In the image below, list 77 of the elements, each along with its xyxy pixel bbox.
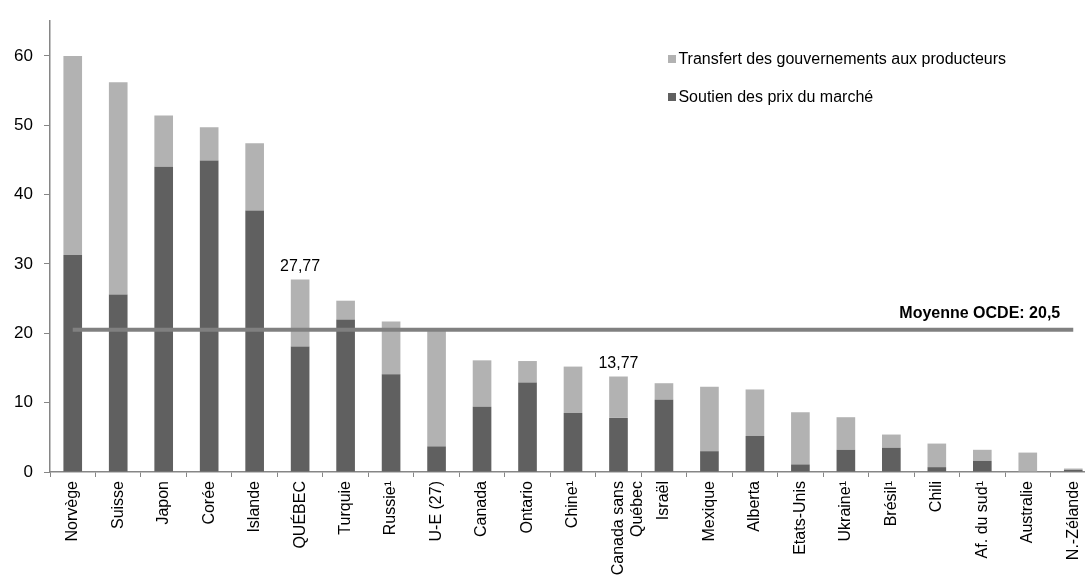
bar bbox=[654, 399, 674, 472]
bar bbox=[654, 383, 674, 400]
bar bbox=[609, 417, 628, 472]
y-tick-label: 40 bbox=[14, 184, 33, 204]
bar bbox=[927, 443, 947, 468]
x-tick-label: Turquie bbox=[336, 480, 354, 535]
x-tick-label: Mexique bbox=[699, 480, 717, 542]
bar bbox=[518, 382, 537, 472]
bar bbox=[518, 361, 537, 383]
bar bbox=[882, 447, 901, 472]
bar bbox=[700, 451, 719, 472]
bar bbox=[336, 319, 355, 472]
x-tick-label: Brésil¹ bbox=[881, 481, 899, 527]
x-tick-label: Russie¹ bbox=[381, 481, 399, 536]
x-tick-label: U-E (27) bbox=[426, 481, 444, 542]
bar bbox=[108, 82, 128, 295]
bar bbox=[882, 434, 901, 448]
y-tick-label: 60 bbox=[14, 45, 33, 65]
x-tick-label: Af. du sud¹ bbox=[972, 481, 990, 559]
x-tick-label: Ontario bbox=[517, 480, 535, 534]
ref-line-label: Moyenne OCDE: 20,5 bbox=[899, 303, 1061, 321]
x-tick-label: Canada bbox=[472, 480, 490, 538]
bar bbox=[199, 160, 219, 472]
bar bbox=[1018, 452, 1038, 472]
bar bbox=[290, 346, 310, 472]
total-label: 27,77 bbox=[280, 256, 321, 274]
bar bbox=[745, 435, 765, 472]
bar bbox=[427, 446, 446, 472]
legend-label: Soutien des prix du marché bbox=[678, 88, 874, 105]
bar bbox=[199, 127, 219, 161]
bar bbox=[290, 279, 310, 347]
x-tick-label: Norvège bbox=[63, 480, 81, 542]
bar bbox=[381, 374, 401, 472]
x-tick-label: Ukraine¹ bbox=[836, 481, 854, 542]
x-tick-label: Chine¹ bbox=[563, 481, 581, 529]
bar bbox=[927, 467, 947, 472]
bar bbox=[563, 366, 583, 414]
bar bbox=[336, 300, 355, 320]
bar bbox=[63, 55, 83, 255]
y-tick-label: 50 bbox=[14, 114, 33, 134]
x-tick-label: Corée bbox=[199, 480, 217, 525]
legend-label: Transfert des gouvernements aux producteurs bbox=[678, 50, 1006, 67]
bar bbox=[609, 376, 628, 418]
bar bbox=[245, 143, 264, 211]
bar bbox=[791, 412, 810, 465]
x-tick-label: Canada sans Québec bbox=[608, 481, 646, 576]
bar bbox=[972, 460, 992, 472]
x-tick-label: Chili bbox=[927, 481, 945, 513]
bar bbox=[472, 406, 492, 472]
bar bbox=[836, 417, 856, 450]
bar bbox=[972, 449, 992, 461]
x-tick-label: Alberta bbox=[745, 480, 763, 532]
x-tick-label: N.-Zélande bbox=[1063, 480, 1081, 561]
y-tick-label: 10 bbox=[14, 392, 33, 412]
bar bbox=[63, 254, 83, 472]
x-tick-label: Etats-Unis bbox=[790, 481, 808, 555]
x-tick-label: QUÉBEC bbox=[289, 481, 308, 549]
bar bbox=[791, 464, 810, 472]
x-tick-label: Israël bbox=[654, 481, 672, 521]
bar bbox=[836, 449, 856, 472]
bar bbox=[245, 210, 264, 472]
x-tick-label: Australie bbox=[1018, 480, 1036, 544]
y-tick-label: 20 bbox=[14, 322, 33, 342]
x-tick-label: Islande bbox=[245, 480, 263, 533]
bar bbox=[563, 413, 583, 472]
y-tick-label: 0 bbox=[23, 461, 33, 481]
x-tick-label: Japon bbox=[154, 481, 172, 525]
bar bbox=[745, 389, 765, 436]
bar bbox=[154, 115, 174, 167]
y-tick-label: 30 bbox=[14, 253, 33, 273]
bar bbox=[154, 166, 174, 472]
total-label: 13,77 bbox=[598, 353, 639, 371]
bar bbox=[700, 386, 719, 452]
x-tick-label: Suisse bbox=[108, 480, 126, 530]
bar bbox=[108, 294, 128, 472]
bar bbox=[472, 360, 492, 407]
bar bbox=[427, 330, 446, 447]
